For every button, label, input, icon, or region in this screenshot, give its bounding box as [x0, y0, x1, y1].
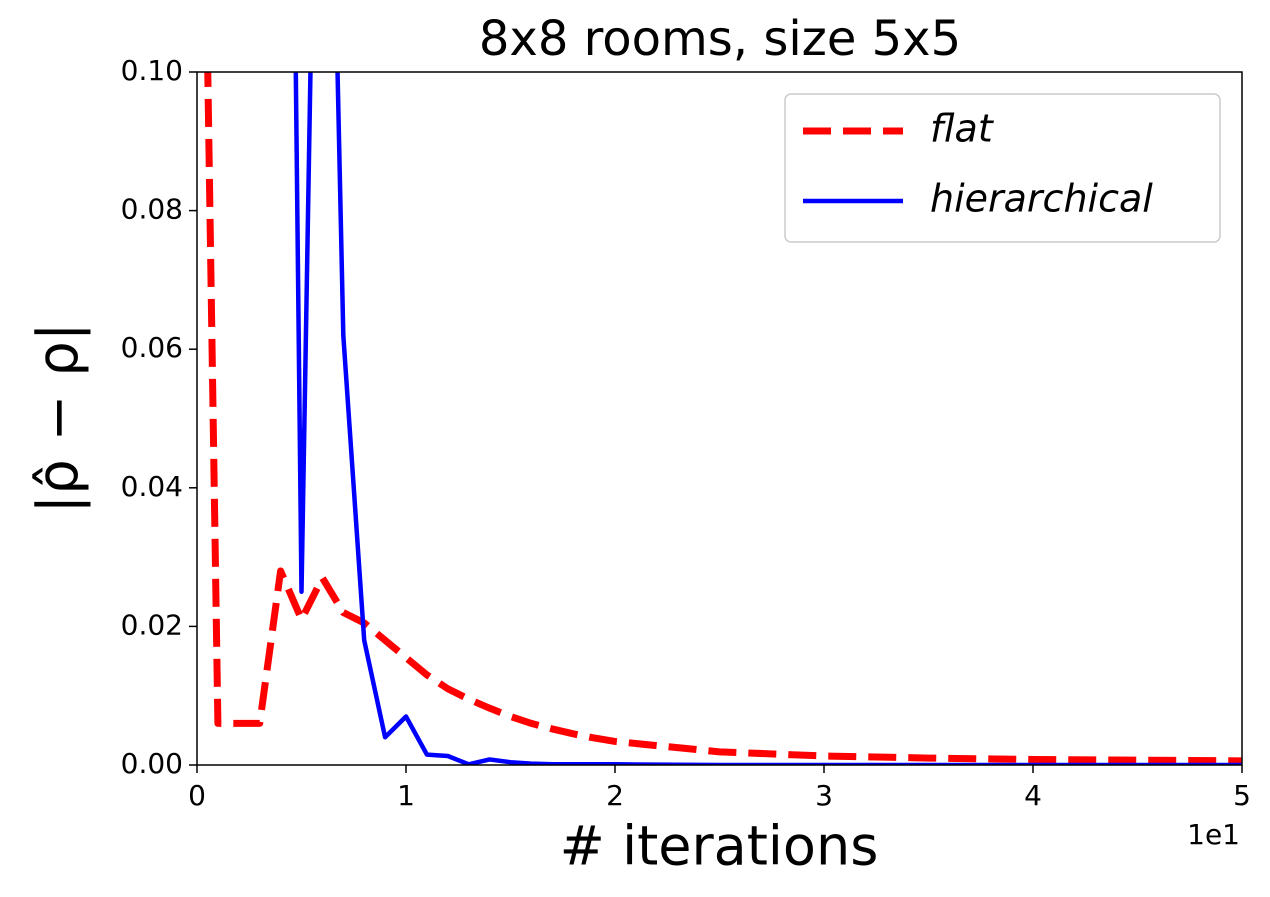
- chart-title: 8x8 rooms, size 5x5: [479, 11, 961, 67]
- legend-label: hierarchical: [930, 177, 1153, 221]
- y-tick-label: 0.04: [121, 470, 183, 503]
- data-line: [204, 72, 1242, 765]
- plot-area: [204, 72, 1242, 765]
- data-line: [293, 72, 1242, 765]
- axes-frame: [196, 71, 1243, 766]
- x-offset-label: 1e1: [1187, 818, 1240, 851]
- y-axis-label: |ρ̂ − ρ|: [26, 322, 91, 513]
- y-tick-label: 0.10: [121, 54, 183, 87]
- x-tick-label: 4: [1024, 779, 1042, 812]
- x-tick-label: 1: [397, 779, 415, 812]
- x-tick-label: 2: [606, 779, 624, 812]
- y-tick-label: 0.02: [121, 608, 183, 641]
- x-axis-label: # iterations: [560, 815, 879, 878]
- legend-label: flat: [930, 107, 995, 151]
- y-tick-label: 0.00: [121, 747, 183, 780]
- y-tick-label: 0.08: [121, 193, 183, 226]
- x-tick-label: 0: [188, 779, 206, 812]
- x-tick-label: 5: [1233, 779, 1251, 812]
- x-tick-label: 3: [815, 779, 833, 812]
- y-tick-label: 0.06: [121, 331, 183, 364]
- legend: flat hierarchical: [784, 93, 1221, 243]
